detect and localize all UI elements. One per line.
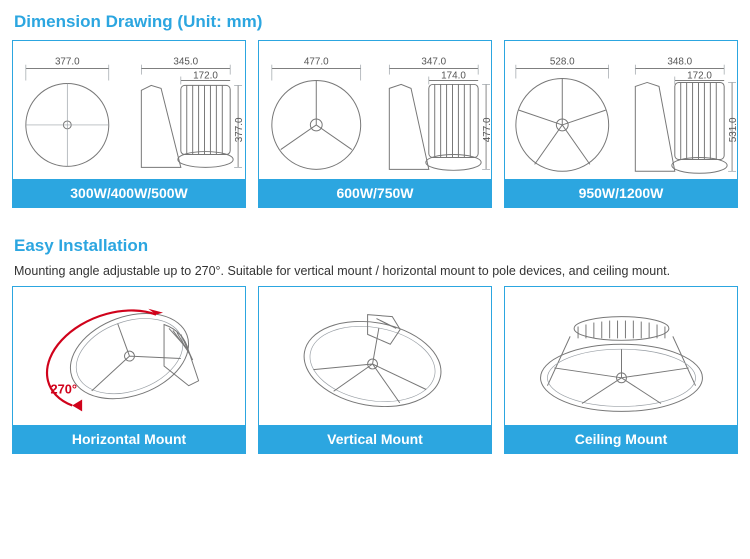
dim-side-inner: 172.0: [193, 71, 218, 82]
mount-card-label: Horizontal Mount: [13, 425, 245, 453]
dim-card-label: 300W/400W/500W: [13, 179, 245, 207]
dim-front-w: 377.0: [55, 57, 80, 68]
mount-card-label: Ceiling Mount: [505, 425, 737, 453]
dim-card: 528.0 348.0 172.0: [504, 40, 738, 208]
dim-h: 531.0: [728, 117, 737, 142]
mount-card: Vertical Mount: [258, 286, 492, 454]
dimension-cards-row: 377.0 345.0 172.0: [12, 40, 738, 208]
dim-side-w: 345.0: [173, 57, 198, 68]
dim-drawing-svg: 477.0 347.0 174.0: [259, 41, 491, 179]
mount-drawing-svg: [259, 287, 491, 425]
mount-cards-row: 270° Horizontal Mount Vertical Mount: [12, 286, 738, 454]
dim-card-label: 950W/1200W: [505, 179, 737, 207]
dim-card: 377.0 345.0 172.0: [12, 40, 246, 208]
mount-drawing-svg: [505, 287, 737, 425]
install-subtext: Mounting angle adjustable up to 270°. Su…: [14, 264, 738, 278]
angle-label: 270°: [51, 382, 78, 397]
dim-h: 377.0: [234, 117, 245, 142]
dim-drawing-svg: 377.0 345.0 172.0: [13, 41, 245, 179]
dim-side-inner: 172.0: [687, 71, 712, 82]
mount-card: Ceiling Mount: [504, 286, 738, 454]
mount-drawing-svg: 270°: [13, 287, 245, 425]
dim-card: 477.0 347.0 174.0: [258, 40, 492, 208]
mount-card: 270° Horizontal Mount: [12, 286, 246, 454]
dim-front-w: 528.0: [550, 57, 575, 68]
dim-side-inner: 174.0: [441, 71, 466, 82]
dim-h: 477.0: [482, 117, 491, 142]
dim-front-w: 477.0: [304, 57, 329, 68]
dim-drawing-svg: 528.0 348.0 172.0: [505, 41, 737, 179]
dimension-section-title: Dimension Drawing (Unit: mm): [14, 12, 738, 32]
install-section-title: Easy Installation: [14, 236, 738, 256]
dim-side-w: 347.0: [421, 57, 446, 68]
mount-card-label: Vertical Mount: [259, 425, 491, 453]
dim-card-label: 600W/750W: [259, 179, 491, 207]
dim-side-w: 348.0: [667, 57, 692, 68]
